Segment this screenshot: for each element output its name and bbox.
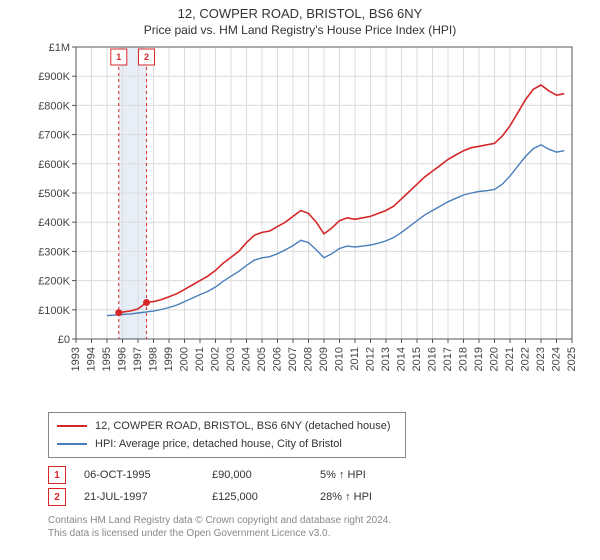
line-chart: £0 £100K £200K £300K £400K £500K £600K £700K £80… xyxy=(20,39,580,399)
svg-text:1: 1 xyxy=(116,52,121,62)
sale-date: 21-JUL-1997 xyxy=(84,491,194,503)
svg-text:1996: 1996 xyxy=(117,347,129,371)
sale-row: 1 06-OCT-1995 £90,000 5% ↑ HPI xyxy=(48,464,600,486)
legend: 12, COWPER ROAD, BRISTOL, BS6 6NY (detac… xyxy=(48,412,406,458)
sale-badge-icon: 2 xyxy=(48,488,66,506)
svg-text:2016: 2016 xyxy=(427,347,439,371)
svg-text:1997: 1997 xyxy=(132,347,144,371)
svg-text:2023: 2023 xyxy=(535,347,547,371)
chart-title: 12, COWPER ROAD, BRISTOL, BS6 6NY xyxy=(8,6,592,21)
svg-text:2006: 2006 xyxy=(272,347,284,371)
svg-text:2: 2 xyxy=(144,52,149,62)
svg-text:2014: 2014 xyxy=(396,347,408,371)
svg-text:2001: 2001 xyxy=(194,347,206,371)
svg-text:1998: 1998 xyxy=(148,347,160,371)
legend-label-1: 12, COWPER ROAD, BRISTOL, BS6 6NY (detac… xyxy=(95,420,391,432)
chart-area: £0 £100K £200K £300K £400K £500K £600K £700K £80… xyxy=(20,39,580,404)
svg-text:£600K: £600K xyxy=(38,159,70,171)
legend-item-hpi: HPI: Average price, detached house, City… xyxy=(57,435,397,453)
svg-text:2008: 2008 xyxy=(303,347,315,371)
svg-text:2012: 2012 xyxy=(365,347,377,371)
svg-text:2015: 2015 xyxy=(411,347,423,371)
svg-text:£0: £0 xyxy=(58,334,70,346)
svg-text:2022: 2022 xyxy=(520,347,532,371)
svg-text:2011: 2011 xyxy=(349,347,361,371)
footer-line-2: This data is licensed under the Open Gov… xyxy=(48,527,600,540)
svg-text:£400K: £400K xyxy=(38,217,70,229)
svg-text:2007: 2007 xyxy=(287,347,299,371)
svg-text:1994: 1994 xyxy=(86,347,98,371)
svg-text:2005: 2005 xyxy=(256,347,268,371)
attribution-footer: Contains HM Land Registry data © Crown c… xyxy=(48,514,600,540)
svg-text:£300K: £300K xyxy=(38,246,70,258)
svg-text:2018: 2018 xyxy=(458,347,470,371)
sale-price: £90,000 xyxy=(212,469,302,481)
svg-text:2004: 2004 xyxy=(241,347,253,371)
svg-text:2025: 2025 xyxy=(566,347,578,371)
legend-swatch-1 xyxy=(57,425,87,427)
svg-text:£200K: £200K xyxy=(38,276,70,288)
svg-text:£500K: £500K xyxy=(38,188,70,200)
svg-text:£100K: £100K xyxy=(38,305,70,317)
svg-text:£900K: £900K xyxy=(38,71,70,83)
sale-pct-vs-hpi: 28% ↑ HPI xyxy=(320,491,420,503)
svg-text:2019: 2019 xyxy=(473,347,485,371)
sale-price: £125,000 xyxy=(212,491,302,503)
svg-text:1995: 1995 xyxy=(101,347,113,371)
chart-titles: 12, COWPER ROAD, BRISTOL, BS6 6NY Price … xyxy=(0,0,600,39)
svg-text:£1M: £1M xyxy=(49,42,70,54)
svg-text:2000: 2000 xyxy=(179,347,191,371)
sale-date: 06-OCT-1995 xyxy=(84,469,194,481)
svg-text:2020: 2020 xyxy=(489,347,501,371)
svg-text:2017: 2017 xyxy=(442,347,454,371)
svg-text:£800K: £800K xyxy=(38,100,70,112)
legend-label-2: HPI: Average price, detached house, City… xyxy=(95,438,342,450)
svg-text:2013: 2013 xyxy=(380,347,392,371)
chart-subtitle: Price paid vs. HM Land Registry's House … xyxy=(8,21,592,37)
legend-swatch-2 xyxy=(57,443,87,445)
svg-text:2002: 2002 xyxy=(210,347,222,371)
svg-text:£700K: £700K xyxy=(38,130,70,142)
svg-text:1999: 1999 xyxy=(163,347,175,371)
svg-text:2024: 2024 xyxy=(551,347,563,371)
svg-text:2009: 2009 xyxy=(318,347,330,371)
svg-text:2021: 2021 xyxy=(504,347,516,371)
footer-line-1: Contains HM Land Registry data © Crown c… xyxy=(48,514,600,527)
sales-list: 1 06-OCT-1995 £90,000 5% ↑ HPI 2 21-JUL-… xyxy=(48,464,600,508)
sale-row: 2 21-JUL-1997 £125,000 28% ↑ HPI xyxy=(48,486,600,508)
svg-text:2010: 2010 xyxy=(334,347,346,371)
sale-pct-vs-hpi: 5% ↑ HPI xyxy=(320,469,420,481)
svg-text:1993: 1993 xyxy=(70,347,82,371)
svg-text:2003: 2003 xyxy=(225,347,237,371)
legend-item-price-paid: 12, COWPER ROAD, BRISTOL, BS6 6NY (detac… xyxy=(57,417,397,435)
sale-badge-icon: 1 xyxy=(48,466,66,484)
